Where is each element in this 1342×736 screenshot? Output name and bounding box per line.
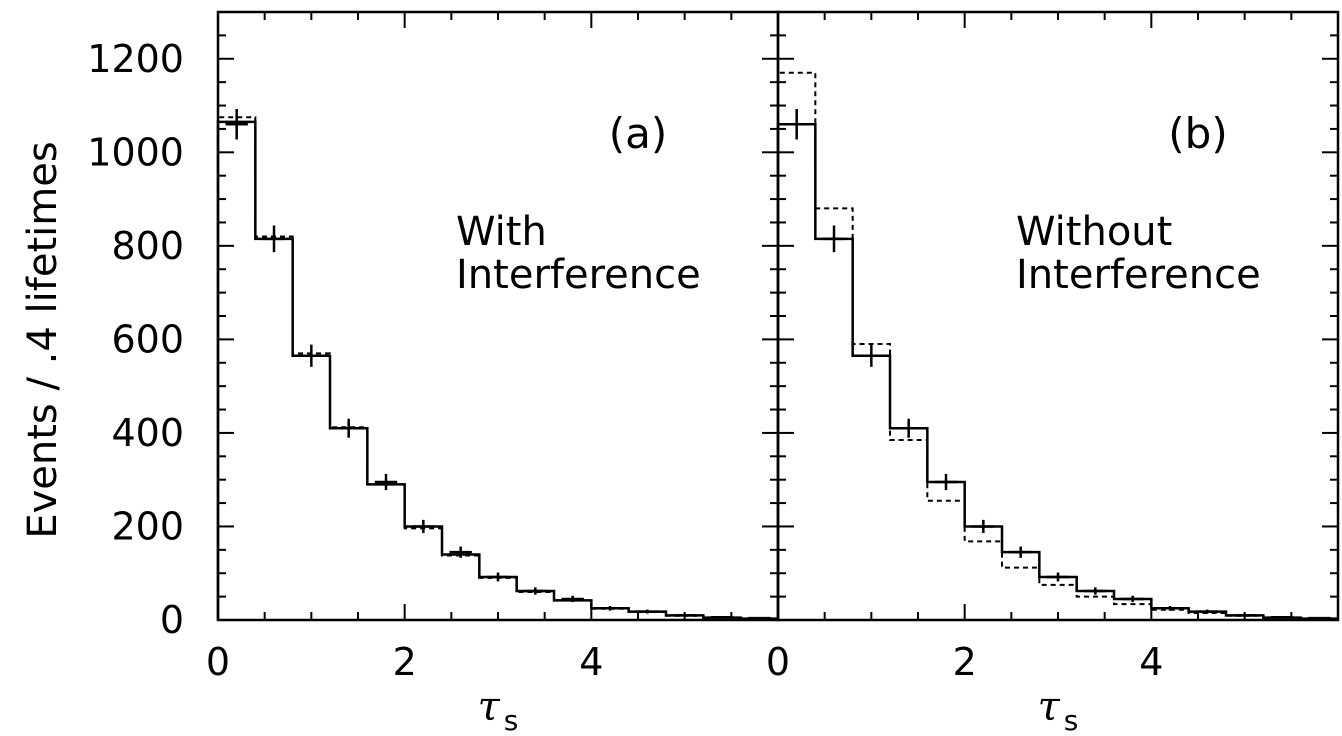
panel-label: (b) (1168, 109, 1227, 158)
y-tick-label: 1000 (87, 130, 184, 174)
data-point (524, 587, 547, 595)
data-point (337, 418, 360, 438)
y-axis-ticks (218, 11, 778, 621)
dashed-histogram (777, 71, 1338, 620)
data-point (1196, 609, 1219, 614)
data-point (897, 418, 920, 438)
x-tick-label: 2 (953, 640, 977, 684)
annotation-line-2: Interference (1016, 252, 1261, 298)
x-axis-label-subscript: s (1064, 704, 1079, 731)
data-point (262, 225, 286, 253)
data-point (561, 595, 584, 603)
x-tick-label: 4 (579, 640, 603, 684)
y-tick-label: 200 (111, 504, 184, 548)
data-point (785, 109, 808, 140)
x-tick-label: 4 (1139, 640, 1163, 684)
y-tick-label: 800 (111, 224, 184, 268)
plot-frame (776, 10, 1340, 622)
data-point (1084, 587, 1107, 595)
data-point (710, 615, 734, 619)
x-axis-label-subscript: s (504, 704, 519, 731)
data-point (1233, 613, 1256, 617)
data-point (486, 572, 510, 582)
annotation-line-1: Without (1016, 209, 1172, 255)
y-tick-label: 400 (111, 411, 184, 455)
data-point (412, 519, 435, 534)
solid-histogram (776, 122, 1338, 620)
x-axis-ticks (777, 12, 1339, 620)
data-point (374, 473, 398, 491)
data-point (1308, 616, 1331, 620)
data-point (636, 609, 659, 614)
data-point (1046, 572, 1070, 582)
data-point (822, 225, 846, 253)
dashed-histogram (217, 116, 778, 620)
panel-a: 0 2 4 0 200 400 600 800 1000 1200 τ s (a) WithInterfe… (87, 10, 780, 736)
x-tick-label: 0 (206, 640, 230, 684)
x-tick-label: 2 (393, 640, 417, 684)
annotation-line-2: Interference (456, 252, 701, 298)
data-point (972, 519, 995, 534)
x-axis-ticks (217, 12, 779, 620)
data-point (598, 605, 622, 611)
data-point (1270, 615, 1294, 619)
y-tick-label: 600 (111, 317, 184, 361)
plot-frame (216, 10, 780, 622)
panel-label: (a) (609, 109, 668, 158)
annotation-line-1: With (456, 209, 547, 255)
data-point (860, 344, 883, 367)
x-axis-label-symbol: τ (1038, 684, 1061, 730)
data-point (300, 344, 323, 367)
data-point (934, 473, 958, 491)
data-point (673, 613, 696, 617)
data-point (748, 616, 771, 620)
y-tick-label: 1200 (87, 37, 184, 81)
data-point (1158, 605, 1182, 611)
data-point (225, 109, 248, 140)
data-point (449, 546, 472, 558)
data-point (1009, 546, 1032, 558)
x-tick-label: 0 (766, 640, 790, 684)
x-axis-label-symbol: τ (478, 684, 501, 730)
y-axis-ticks (778, 11, 1338, 621)
y-tick-label: 0 (160, 598, 184, 642)
solid-histogram (216, 120, 778, 620)
y-axis-label: Events / .4 lifetimes (20, 141, 66, 538)
data-point (1121, 595, 1144, 603)
